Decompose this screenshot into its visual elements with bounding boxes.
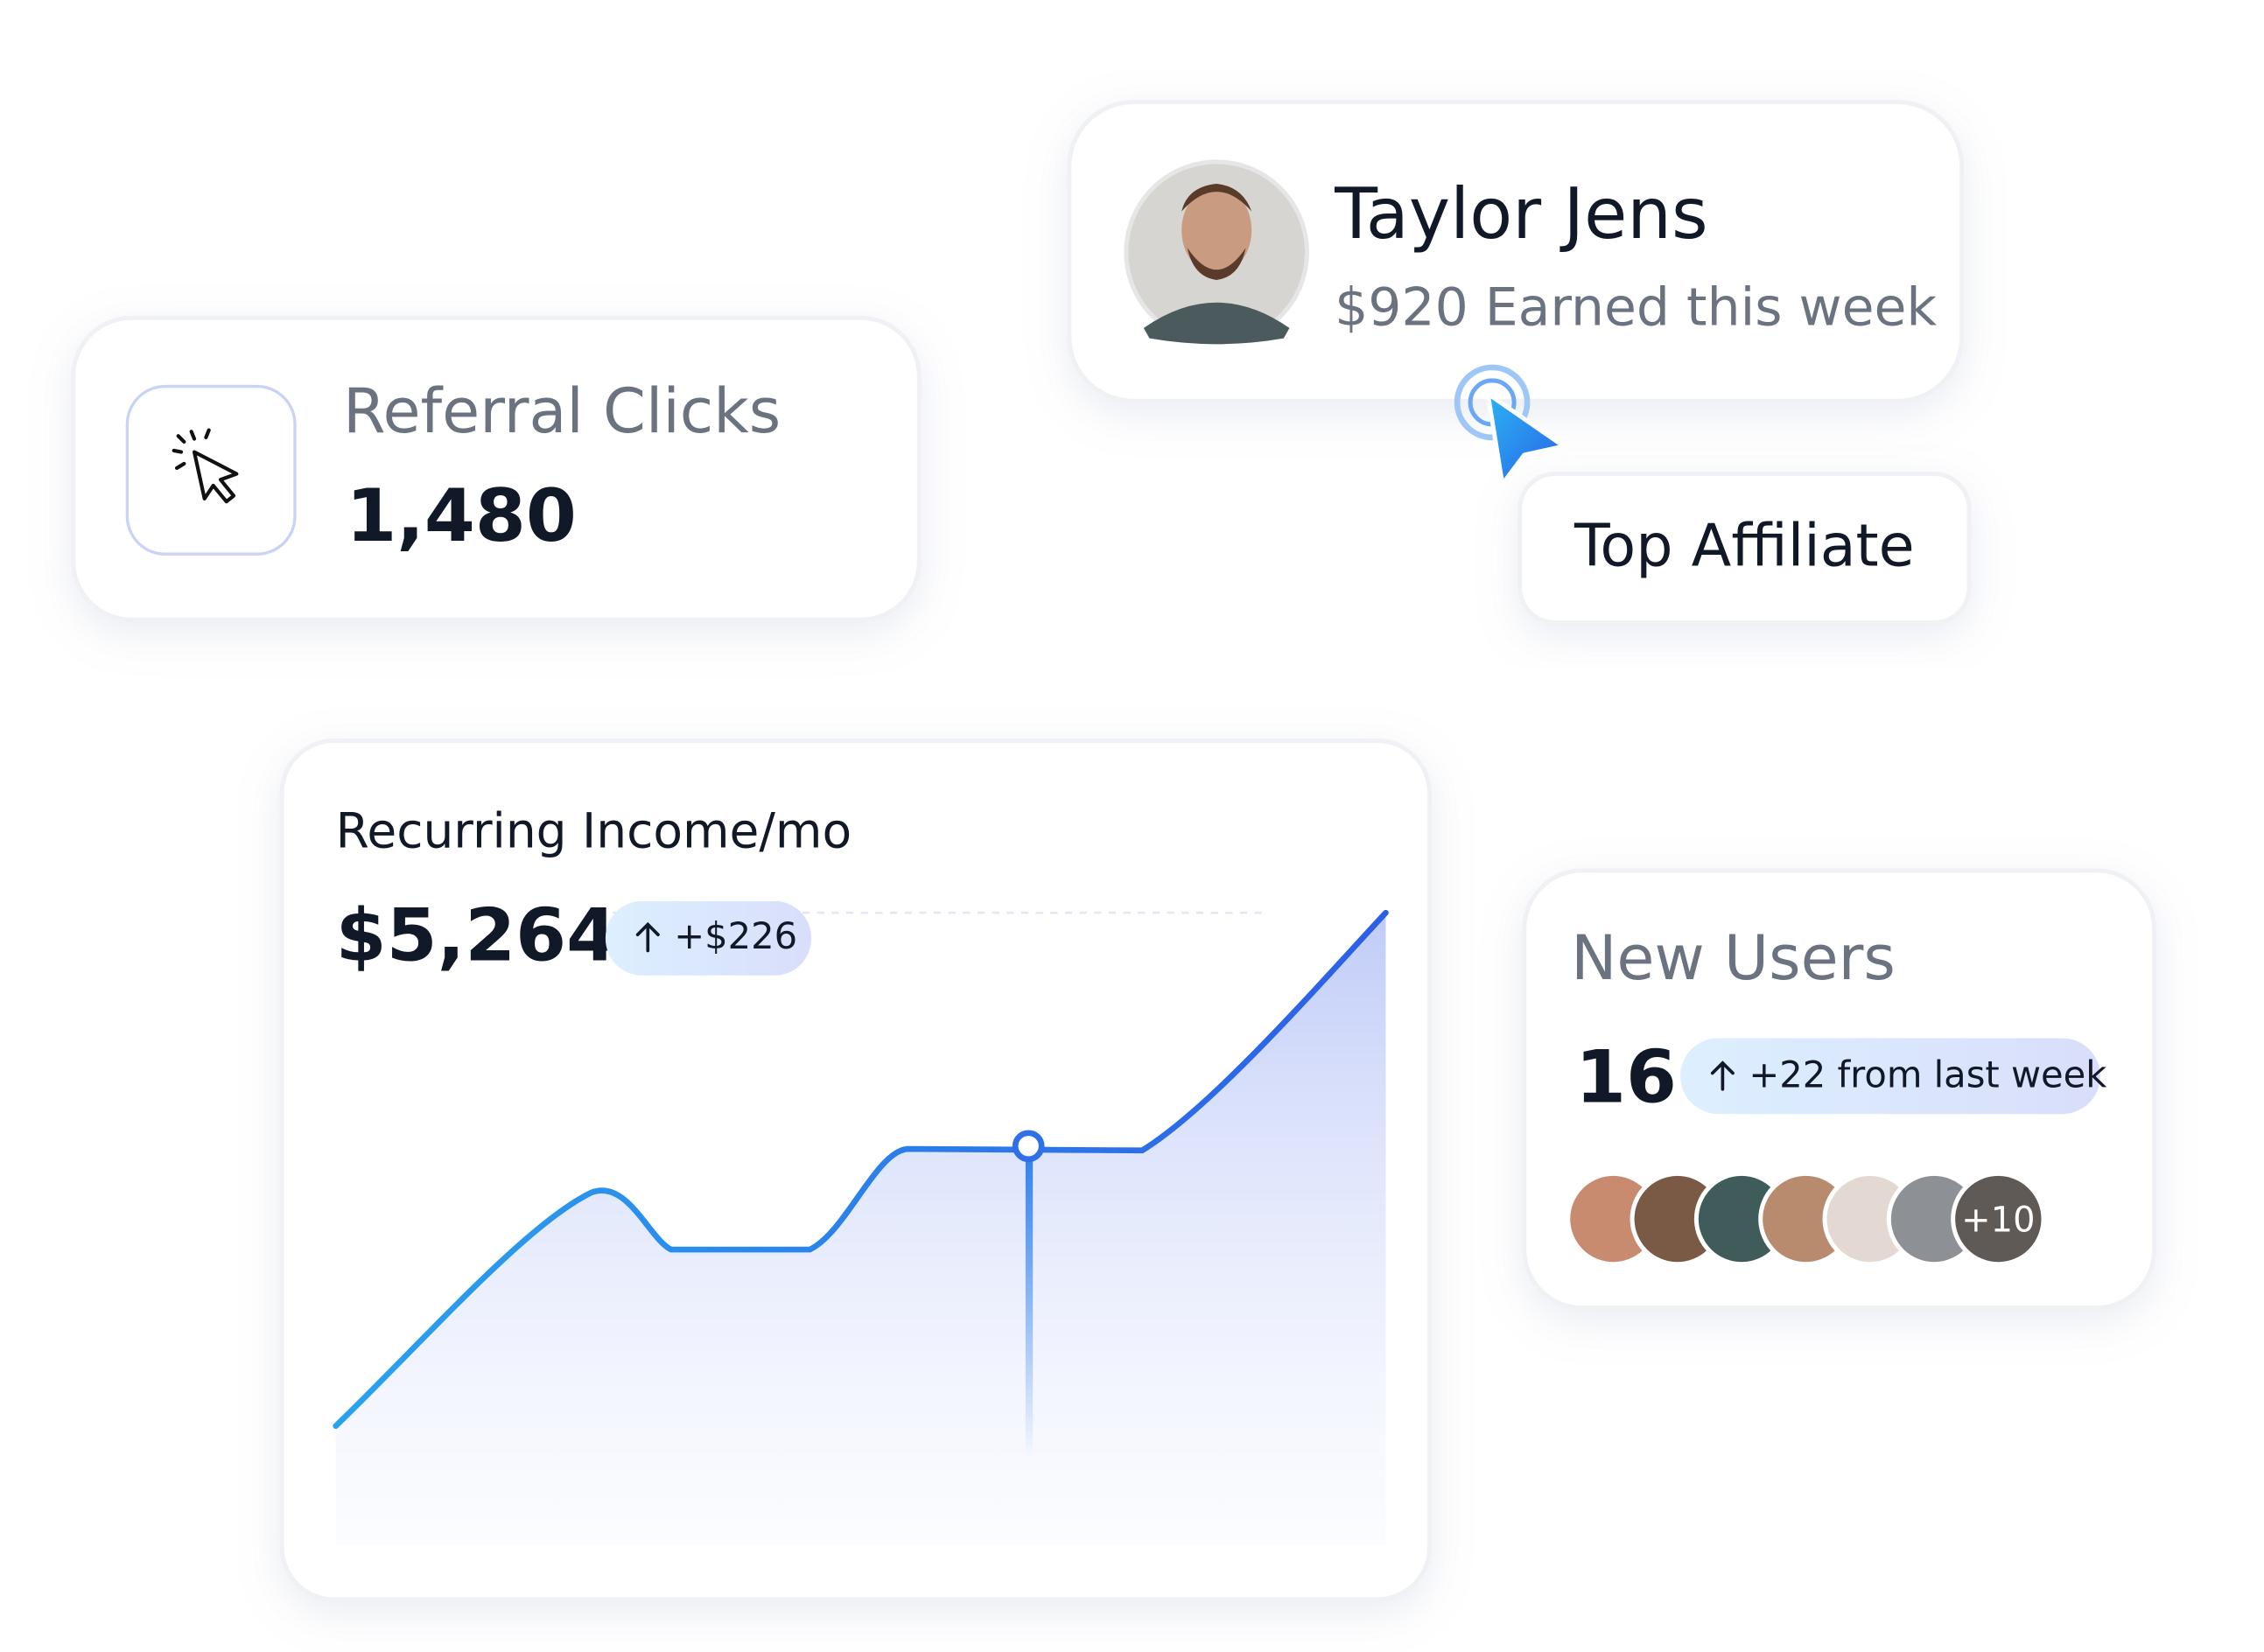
pointer (1454, 364, 1567, 486)
up-arrow (1710, 1060, 1735, 1091)
referral-value: 1,480 (346, 473, 576, 558)
users-value: 16 (1575, 1034, 1677, 1119)
users-pill (1680, 1038, 2100, 1115)
affiliate-earnings: $920 Earned this week (1335, 277, 1937, 339)
users-change: +22 from last week (1749, 1053, 2106, 1096)
badge-label: Top Affiliate (1574, 511, 1915, 579)
income-pill (605, 900, 811, 976)
avatar (1124, 159, 1309, 346)
affiliate-name: Taylor Jens (1334, 173, 1708, 255)
referral-card: Referral Clicks 1,480 (71, 315, 922, 622)
more-users: +10 (1961, 1200, 2035, 1240)
referral-label: Referral Clicks (343, 375, 781, 447)
cursor-icon (172, 428, 239, 504)
income-value: $5,264 (336, 893, 617, 978)
hover-point (1012, 1130, 1045, 1163)
users-title: New Users (1571, 922, 1896, 994)
income-title: Recurring Income/mo (336, 802, 852, 858)
icon-box (125, 384, 297, 556)
badge-card: Top Affiliate (1518, 472, 1972, 626)
hover-line (1025, 1145, 1034, 1459)
chart-line (333, 909, 1389, 1430)
income-card: Recurring Income/mo $5,264 +$226 (279, 738, 1432, 1602)
chart-area (335, 913, 1386, 1546)
avatar-stack (1566, 1171, 2046, 1267)
income-change: +$226 (674, 914, 797, 957)
affiliate-card: Taylor Jens $920 Earned this week (1067, 100, 1965, 403)
users-card: New Users 16 +22 from last week +10 (1522, 868, 2157, 1311)
up-arrow (635, 921, 660, 953)
